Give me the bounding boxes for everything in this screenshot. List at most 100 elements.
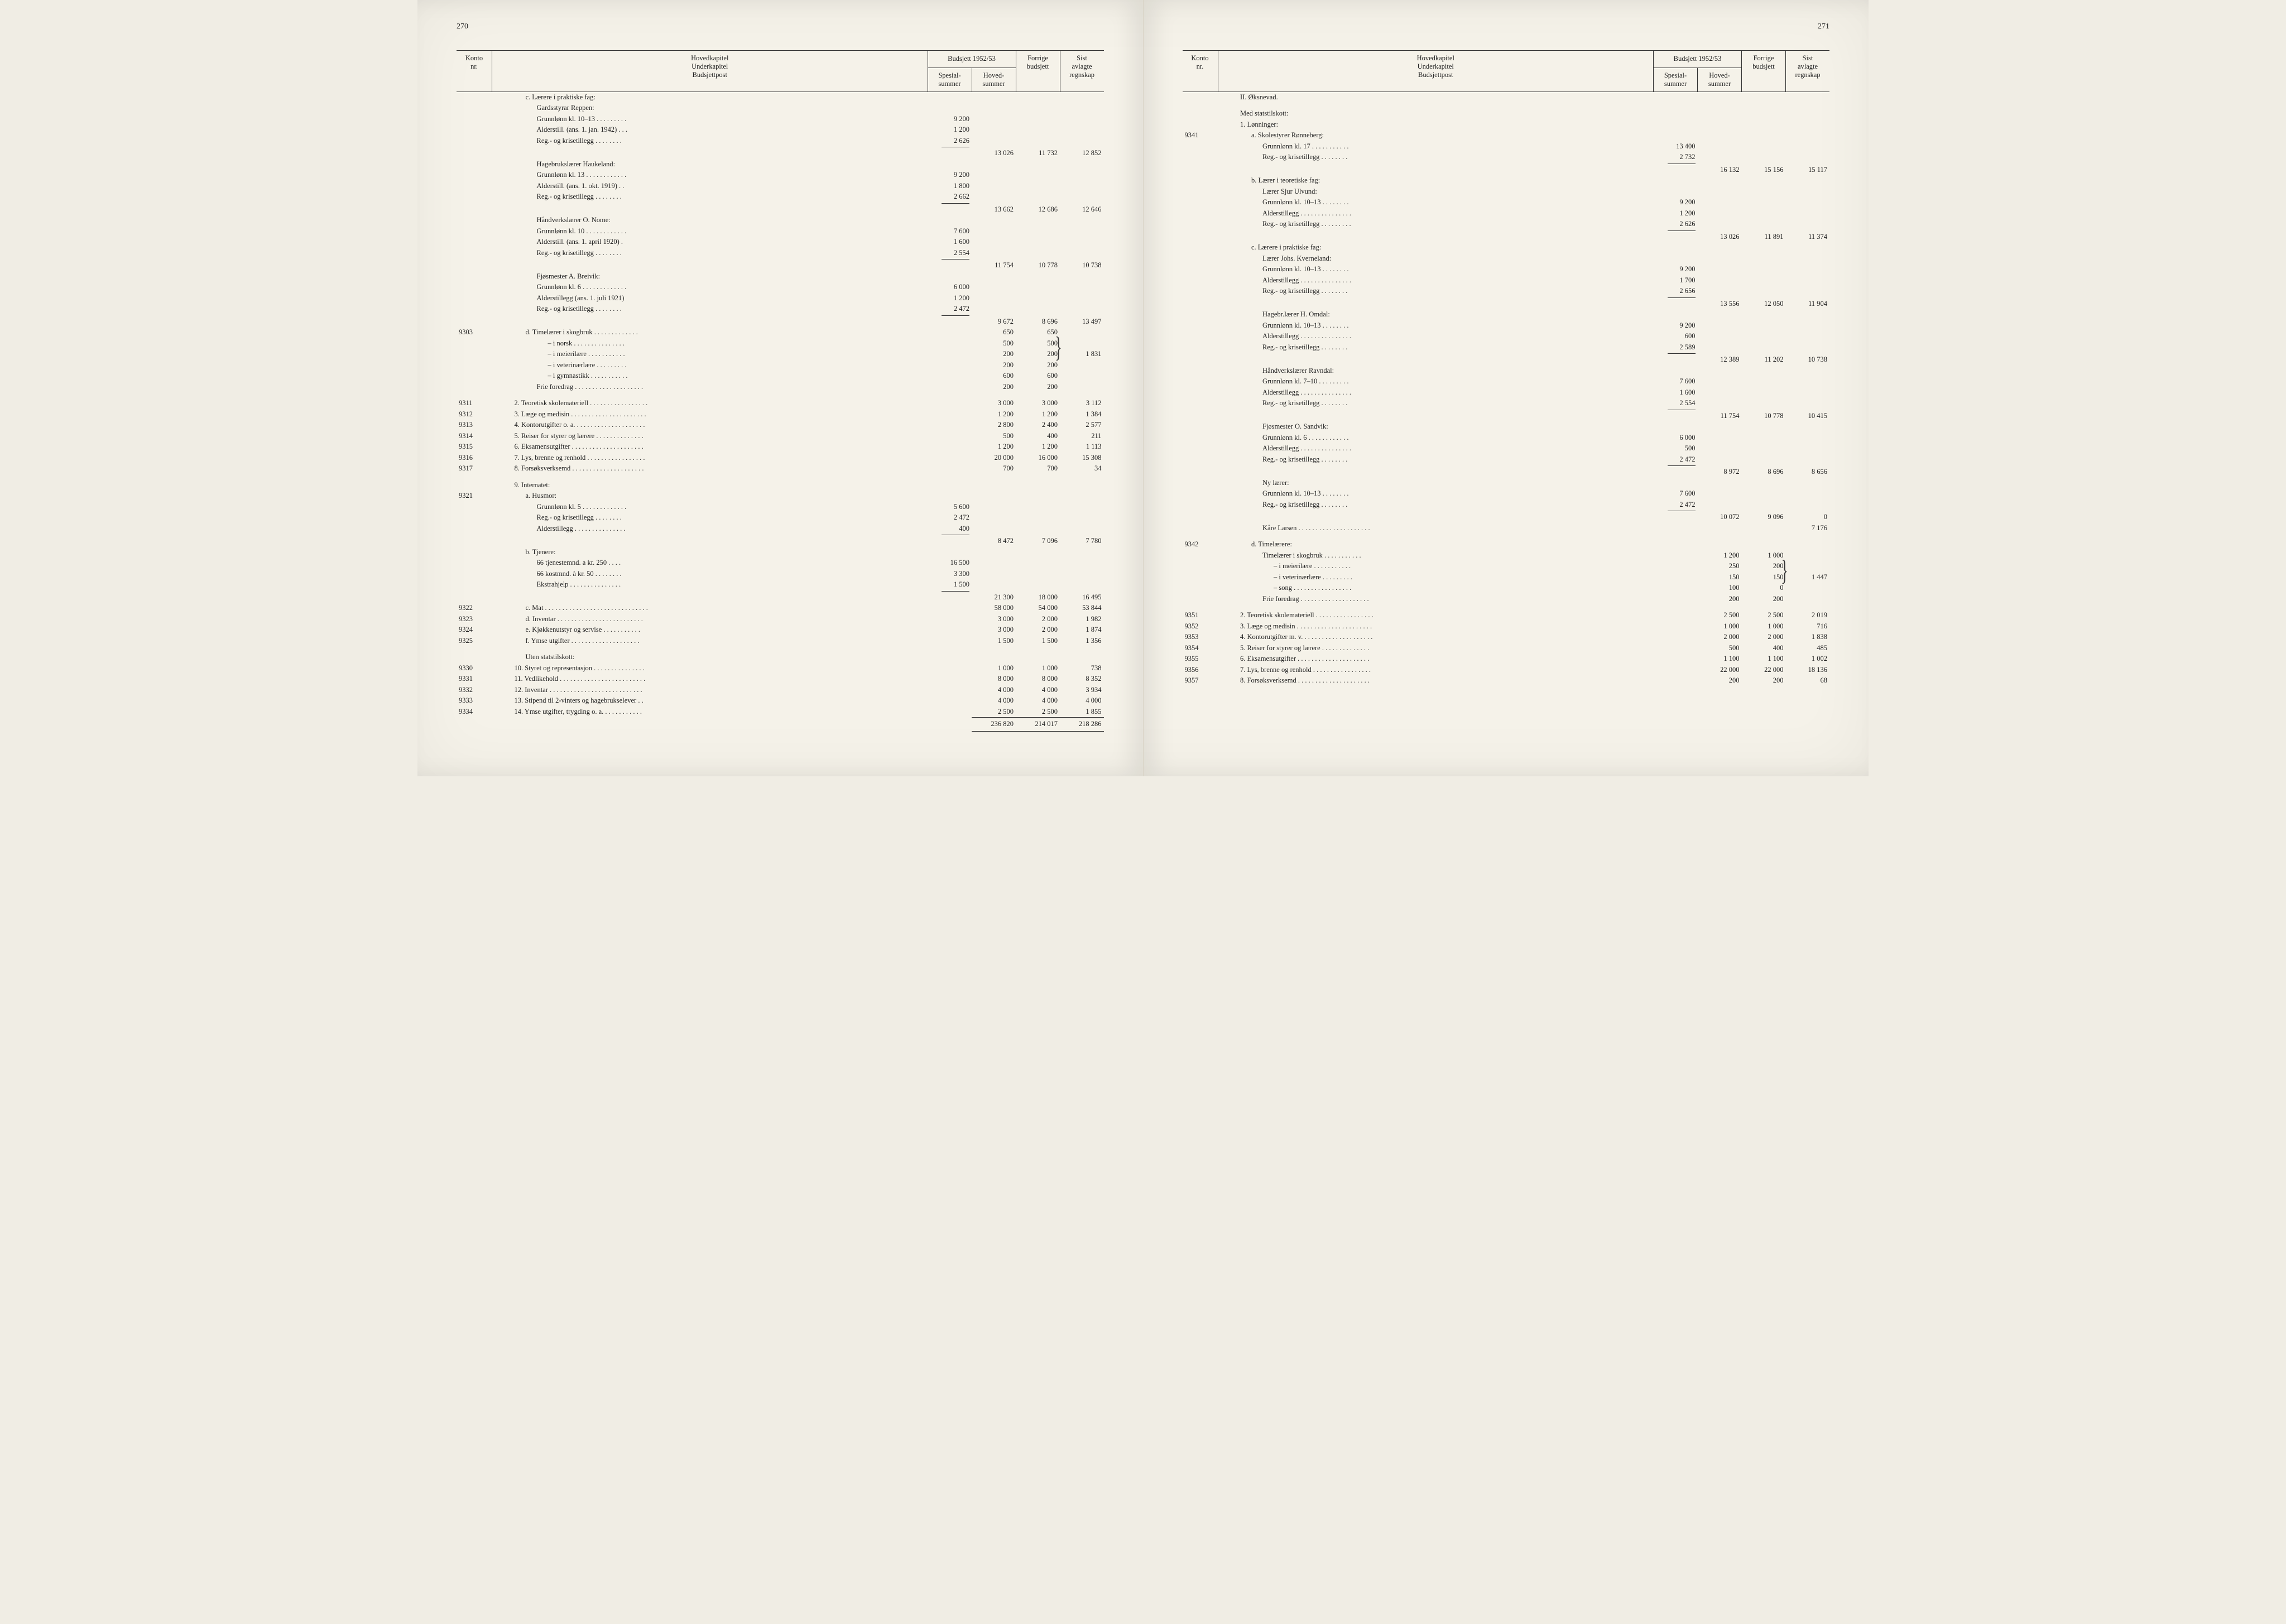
cell-forrige: 400 [1742,643,1786,654]
table-row [457,646,1104,652]
cell-forrige: 500 [1016,338,1060,349]
cell-forrige [1016,215,1060,226]
table-row: Reg.- og krisetillegg . . . . . . . . 2 … [457,512,1104,523]
cell-spesial: 2 626 [928,136,972,147]
cell-spesial [1654,539,1698,550]
cell-konto [1183,342,1218,353]
cell-forrige: 650 [1016,327,1060,338]
cell-desc: d. Inventar . . . . . . . . . . . . . . … [494,614,926,624]
cell-desc: Kåre Larsen . . . . . . . . . . . . . . … [1220,523,1651,534]
cell-desc: Reg.- og krisetillegg . . . . . . . . [494,513,926,523]
cell-hovedsum [1698,286,1742,297]
cell-sist [1786,219,1830,230]
cell-konto [457,226,492,237]
cell-forrige: 10 778 [1742,411,1786,422]
cell-spesial: 2 656 [1654,286,1698,297]
cell-sist [1786,242,1830,253]
cell-spesial [928,316,972,328]
cell-hovedsum [972,136,1016,147]
table-row: 9324 e. Kjøkkenutstyr og servise . . . .… [457,624,1104,636]
cell-desc: 3. Læge og medisin . . . . . . . . . . .… [494,410,926,420]
cell-hovedsum: 1 200 [1698,550,1742,561]
cell-sist: 16 495 [1060,592,1104,603]
cell-sist: 1 982 [1060,614,1104,625]
cell-hovedsum: 21 300 [972,592,1016,603]
table-row: 9321 a. Husmor: [457,491,1104,502]
table-row [1183,103,1830,108]
th-budsjett: Budsjett 1952/53 [1654,51,1742,68]
cell-konto [457,523,492,535]
table-row: 16 132 15 156 15 117 [1183,165,1830,176]
cell-forrige [1742,488,1786,499]
cell-desc: 11. Vedlikehold . . . . . . . . . . . . … [494,674,926,684]
cell-sist [1060,502,1104,513]
cell-spesial: 5 600 [928,502,972,513]
cell-spesial: 3 300 [928,569,972,580]
cell-hovedsum: 650 [972,327,1016,338]
cell-hovedsum [1698,499,1742,511]
cell-forrige: 4 000 [1016,695,1060,707]
cell-forrige [1016,226,1060,237]
cell-desc: Alderstillegg . . . . . . . . . . . . . … [1220,388,1651,398]
cell-konto [457,103,492,114]
cell-forrige [1742,454,1786,465]
cell-sist: 12 852 [1060,148,1104,159]
cell-sist [1060,159,1104,170]
cell-spesial [928,592,972,603]
cell-spesial [928,409,972,420]
table-row: – i gymnastikk . . . . . . . . . . . 600… [457,371,1104,382]
cell-hovedsum: 3 000 [972,614,1016,625]
table-row: b. Tjenere: [457,547,1104,558]
cell-sist [1786,92,1830,103]
cell-sist [1060,226,1104,237]
th-forrige: Forrigebudsjett [1016,51,1060,92]
cell-spesial [928,398,972,409]
table-row: Alderstillegg . . . . . . . . . . . . . … [1183,443,1830,454]
cell-konto: 9324 [457,624,492,636]
cell-sist: 53 844 [1060,603,1104,614]
cell-konto [1183,286,1218,297]
cell-forrige [1742,141,1786,152]
cell-forrige: 22 000 [1742,665,1786,676]
cell-desc: Grunnlønn kl. 13 . . . . . . . . . . . . [494,170,926,180]
cell-forrige: 200 [1016,360,1060,371]
cell-forrige: 1 000 [1016,663,1060,674]
cell-forrige: 1 200 [1016,409,1060,420]
cell-spesial [928,695,972,707]
table-row: – i veterinærlære . . . . . . . . . 200 … [457,360,1104,371]
cell-hovedsum: 1 500 [972,636,1016,647]
cell-desc: d. Timelærere: [1220,540,1651,550]
cell-forrige: 700 [1016,463,1060,474]
cell-spesial [928,674,972,685]
cell-sist: 738 [1060,663,1104,674]
cell-sist [1060,248,1104,259]
cell-forrige [1742,478,1786,489]
cell-desc: – song . . . . . . . . . . . . . . . . . [1220,583,1651,593]
cell-sist [1786,208,1830,219]
cell-konto [457,512,492,523]
cell-forrige: 8 000 [1016,674,1060,685]
cell-spesial: 9 200 [1654,197,1698,208]
cell-spesial: 1 200 [928,293,972,304]
table-row: 9353 4. Kontorutgifter m. v. . . . . . .… [1183,632,1830,643]
cell-desc: Ekstrahjelp . . . . . . . . . . . . . . … [494,580,926,590]
cell-konto [1183,387,1218,398]
cell-forrige: 1 200 [1016,441,1060,453]
table-row: Grunnlønn kl. 10–13 . . . . . . . . 9 20… [1183,264,1830,275]
cell-konto: 9342 [1183,539,1218,550]
table-row: 9333 13. Stipend til 2-vinters og hagebr… [457,695,1104,707]
cell-desc: Hagebr.lærer H. Omdal: [1220,310,1651,320]
ledger-table-left: Kontonr. HovedkapitelUnderkapitelBudsjet… [457,50,1104,732]
cell-spesial [1654,119,1698,131]
cell-forrige [1742,275,1786,286]
cell-spesial: 7 600 [1654,488,1698,499]
table-row: 9331 11. Vedlikehold . . . . . . . . . .… [457,674,1104,685]
cell-desc: e. Kjøkkenutstyr og servise . . . . . . … [494,625,926,635]
cell-sist [1786,108,1830,119]
cell-hovedsum [972,159,1016,170]
cell-konto [457,338,492,349]
cell-sist: 7 176 [1786,523,1830,534]
table-row: 9356 7. Lys, brenne og renhold . . . . .… [1183,665,1830,676]
cell-desc: Gardsstyrar Reppen: [494,103,926,113]
cell-hovedsum: 1 000 [972,663,1016,674]
